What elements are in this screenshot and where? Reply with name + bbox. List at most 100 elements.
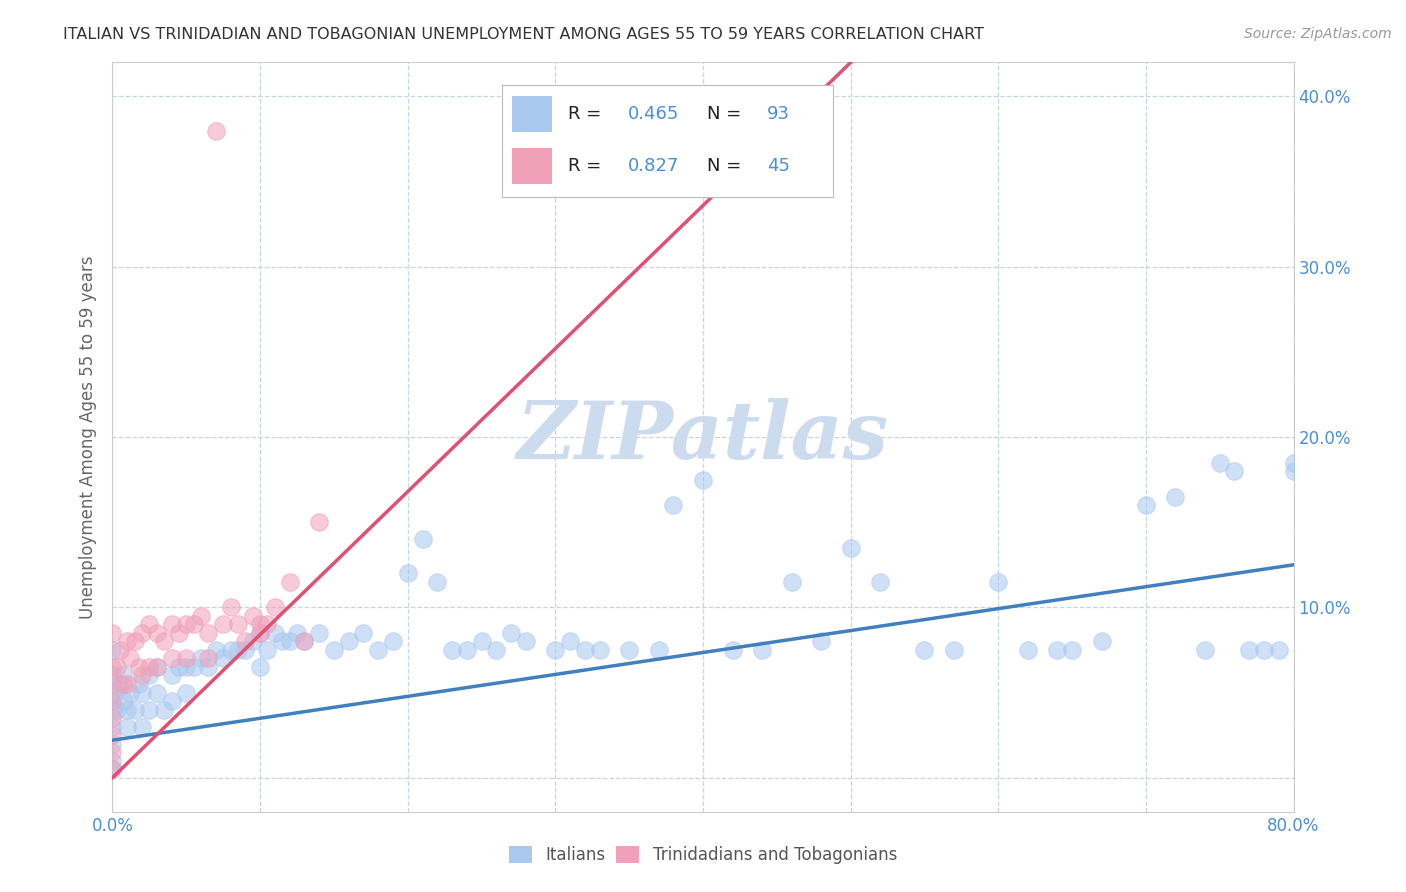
Point	[323, 643, 346, 657]
Point	[396, 566, 419, 581]
Point	[101, 728, 124, 742]
Point	[105, 660, 128, 674]
Point	[138, 660, 160, 674]
Point	[101, 711, 124, 725]
Point	[426, 574, 449, 589]
Point	[256, 643, 278, 657]
Legend: Italians, Trinidadians and Tobagonians: Italians, Trinidadians and Tobagonians	[502, 839, 904, 871]
Point	[544, 643, 567, 657]
Point	[138, 617, 160, 632]
Point	[146, 685, 169, 699]
Point	[226, 617, 249, 632]
Point	[308, 515, 330, 529]
Point	[131, 685, 153, 699]
Point	[249, 626, 271, 640]
Point	[160, 651, 183, 665]
Point	[285, 626, 308, 640]
Point	[292, 634, 315, 648]
Point	[242, 608, 264, 623]
Point	[160, 694, 183, 708]
Point	[249, 660, 271, 674]
Point	[914, 643, 936, 657]
Point	[292, 634, 315, 648]
Point	[101, 626, 124, 640]
Point	[337, 634, 360, 648]
Point	[751, 643, 773, 657]
Point	[108, 677, 131, 691]
Point	[146, 660, 169, 674]
Point	[101, 660, 124, 674]
Point	[1017, 643, 1039, 657]
Point	[456, 643, 478, 657]
Point	[197, 626, 219, 640]
Point	[101, 754, 124, 768]
Point	[101, 668, 124, 682]
Point	[174, 660, 197, 674]
Point	[249, 626, 271, 640]
Point	[101, 720, 124, 734]
Point	[101, 702, 124, 716]
Point	[501, 626, 523, 640]
Point	[117, 677, 138, 691]
Text: Source: ZipAtlas.com: Source: ZipAtlas.com	[1244, 27, 1392, 41]
Point	[131, 626, 153, 640]
Point	[382, 634, 405, 648]
Point	[104, 685, 127, 699]
Point	[780, 574, 803, 589]
Point	[574, 643, 596, 657]
Point	[662, 498, 685, 512]
Point	[1282, 456, 1305, 470]
Point	[1164, 490, 1187, 504]
Point	[112, 694, 135, 708]
Point	[558, 634, 582, 648]
Point	[111, 677, 134, 691]
Point	[515, 634, 537, 648]
Point	[128, 660, 150, 674]
Point	[219, 600, 242, 615]
Point	[1062, 643, 1084, 657]
Point	[120, 685, 142, 699]
Point	[174, 617, 197, 632]
Point	[108, 643, 131, 657]
Text: ZIPatlas: ZIPatlas	[517, 399, 889, 475]
Point	[1253, 643, 1275, 657]
Point	[1091, 634, 1114, 648]
Point	[839, 541, 862, 555]
Point	[101, 677, 124, 691]
Point	[205, 643, 228, 657]
Point	[205, 123, 228, 137]
Point	[1282, 464, 1305, 478]
Point	[167, 626, 190, 640]
Point	[197, 651, 219, 665]
Point	[869, 574, 891, 589]
Point	[308, 626, 330, 640]
Y-axis label: Unemployment Among Ages 55 to 59 years: Unemployment Among Ages 55 to 59 years	[79, 255, 97, 619]
Point	[190, 651, 212, 665]
Point	[146, 660, 169, 674]
Point	[183, 660, 205, 674]
Point	[128, 677, 150, 691]
Point	[588, 643, 610, 657]
Point	[470, 634, 494, 648]
Point	[1046, 643, 1069, 657]
Point	[101, 762, 124, 776]
Point	[167, 660, 190, 674]
Point	[1268, 643, 1291, 657]
Point	[160, 617, 183, 632]
Point	[131, 668, 153, 682]
Point	[233, 643, 256, 657]
Point	[105, 702, 128, 716]
Point	[264, 626, 287, 640]
Point	[441, 643, 464, 657]
Point	[212, 617, 235, 632]
Point	[367, 643, 389, 657]
Point	[212, 651, 235, 665]
Point	[278, 574, 301, 589]
Point	[131, 720, 153, 734]
Point	[101, 694, 124, 708]
Point	[249, 617, 271, 632]
Point	[138, 702, 160, 716]
Point	[197, 660, 219, 674]
Point	[411, 533, 433, 547]
Point	[647, 643, 671, 657]
